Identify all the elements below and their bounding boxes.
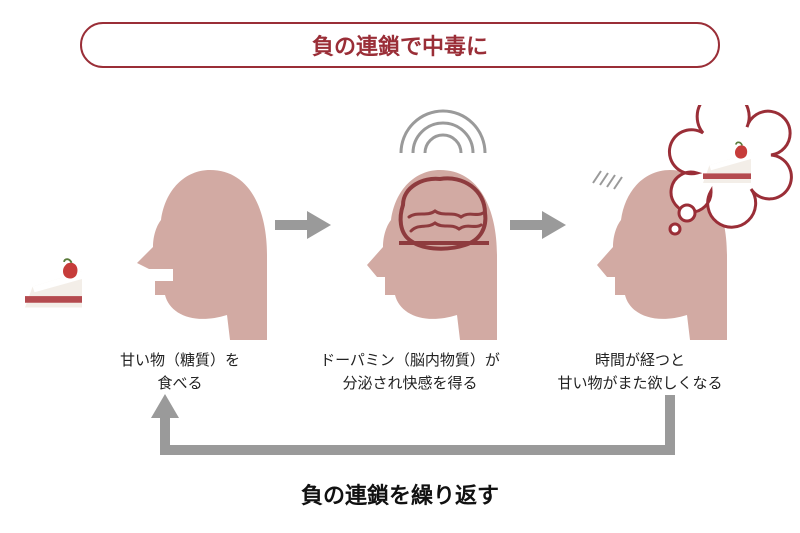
- caption-1-line1: 甘い物（糖質）を: [120, 352, 240, 369]
- caption-step-1: 甘い物（糖質）を 食べる: [70, 350, 290, 395]
- arrow-right-icon: [510, 211, 566, 239]
- head-icon: [367, 170, 497, 340]
- diagram-svg: [0, 105, 800, 465]
- caption-step-3: 時間が経つと 甘い物がまた欲しくなる: [530, 350, 750, 395]
- return-arrow-path: [165, 395, 670, 450]
- arrow-right-icon: [275, 211, 331, 239]
- signal-waves-icon: [401, 111, 485, 153]
- tick-marks-icon: [593, 171, 622, 189]
- caption-step-2: ドーパミン（脳内物質）が 分泌され快感を得る: [300, 350, 520, 395]
- caption-3-line2: 甘い物がまた欲しくなる: [557, 375, 722, 392]
- bottom-cycle-label: 負の連鎖を繰り返す: [301, 478, 499, 510]
- return-arrow-head-icon: [151, 394, 179, 418]
- caption-3-line1: 時間が経つと: [595, 352, 685, 369]
- caption-2-line2: 分泌され快感を得る: [342, 375, 477, 392]
- caption-2-line1: ドーパミン（脳内物質）が: [320, 352, 500, 369]
- bottom-cycle-text: 負の連鎖を繰り返す: [301, 483, 499, 508]
- head-icon: [137, 170, 267, 340]
- cake-icon: [25, 259, 82, 307]
- title-text: 負の連鎖で中毒に: [312, 29, 488, 61]
- caption-1-line2: 食べる: [157, 375, 202, 392]
- title-pill: 負の連鎖で中毒に: [80, 22, 720, 68]
